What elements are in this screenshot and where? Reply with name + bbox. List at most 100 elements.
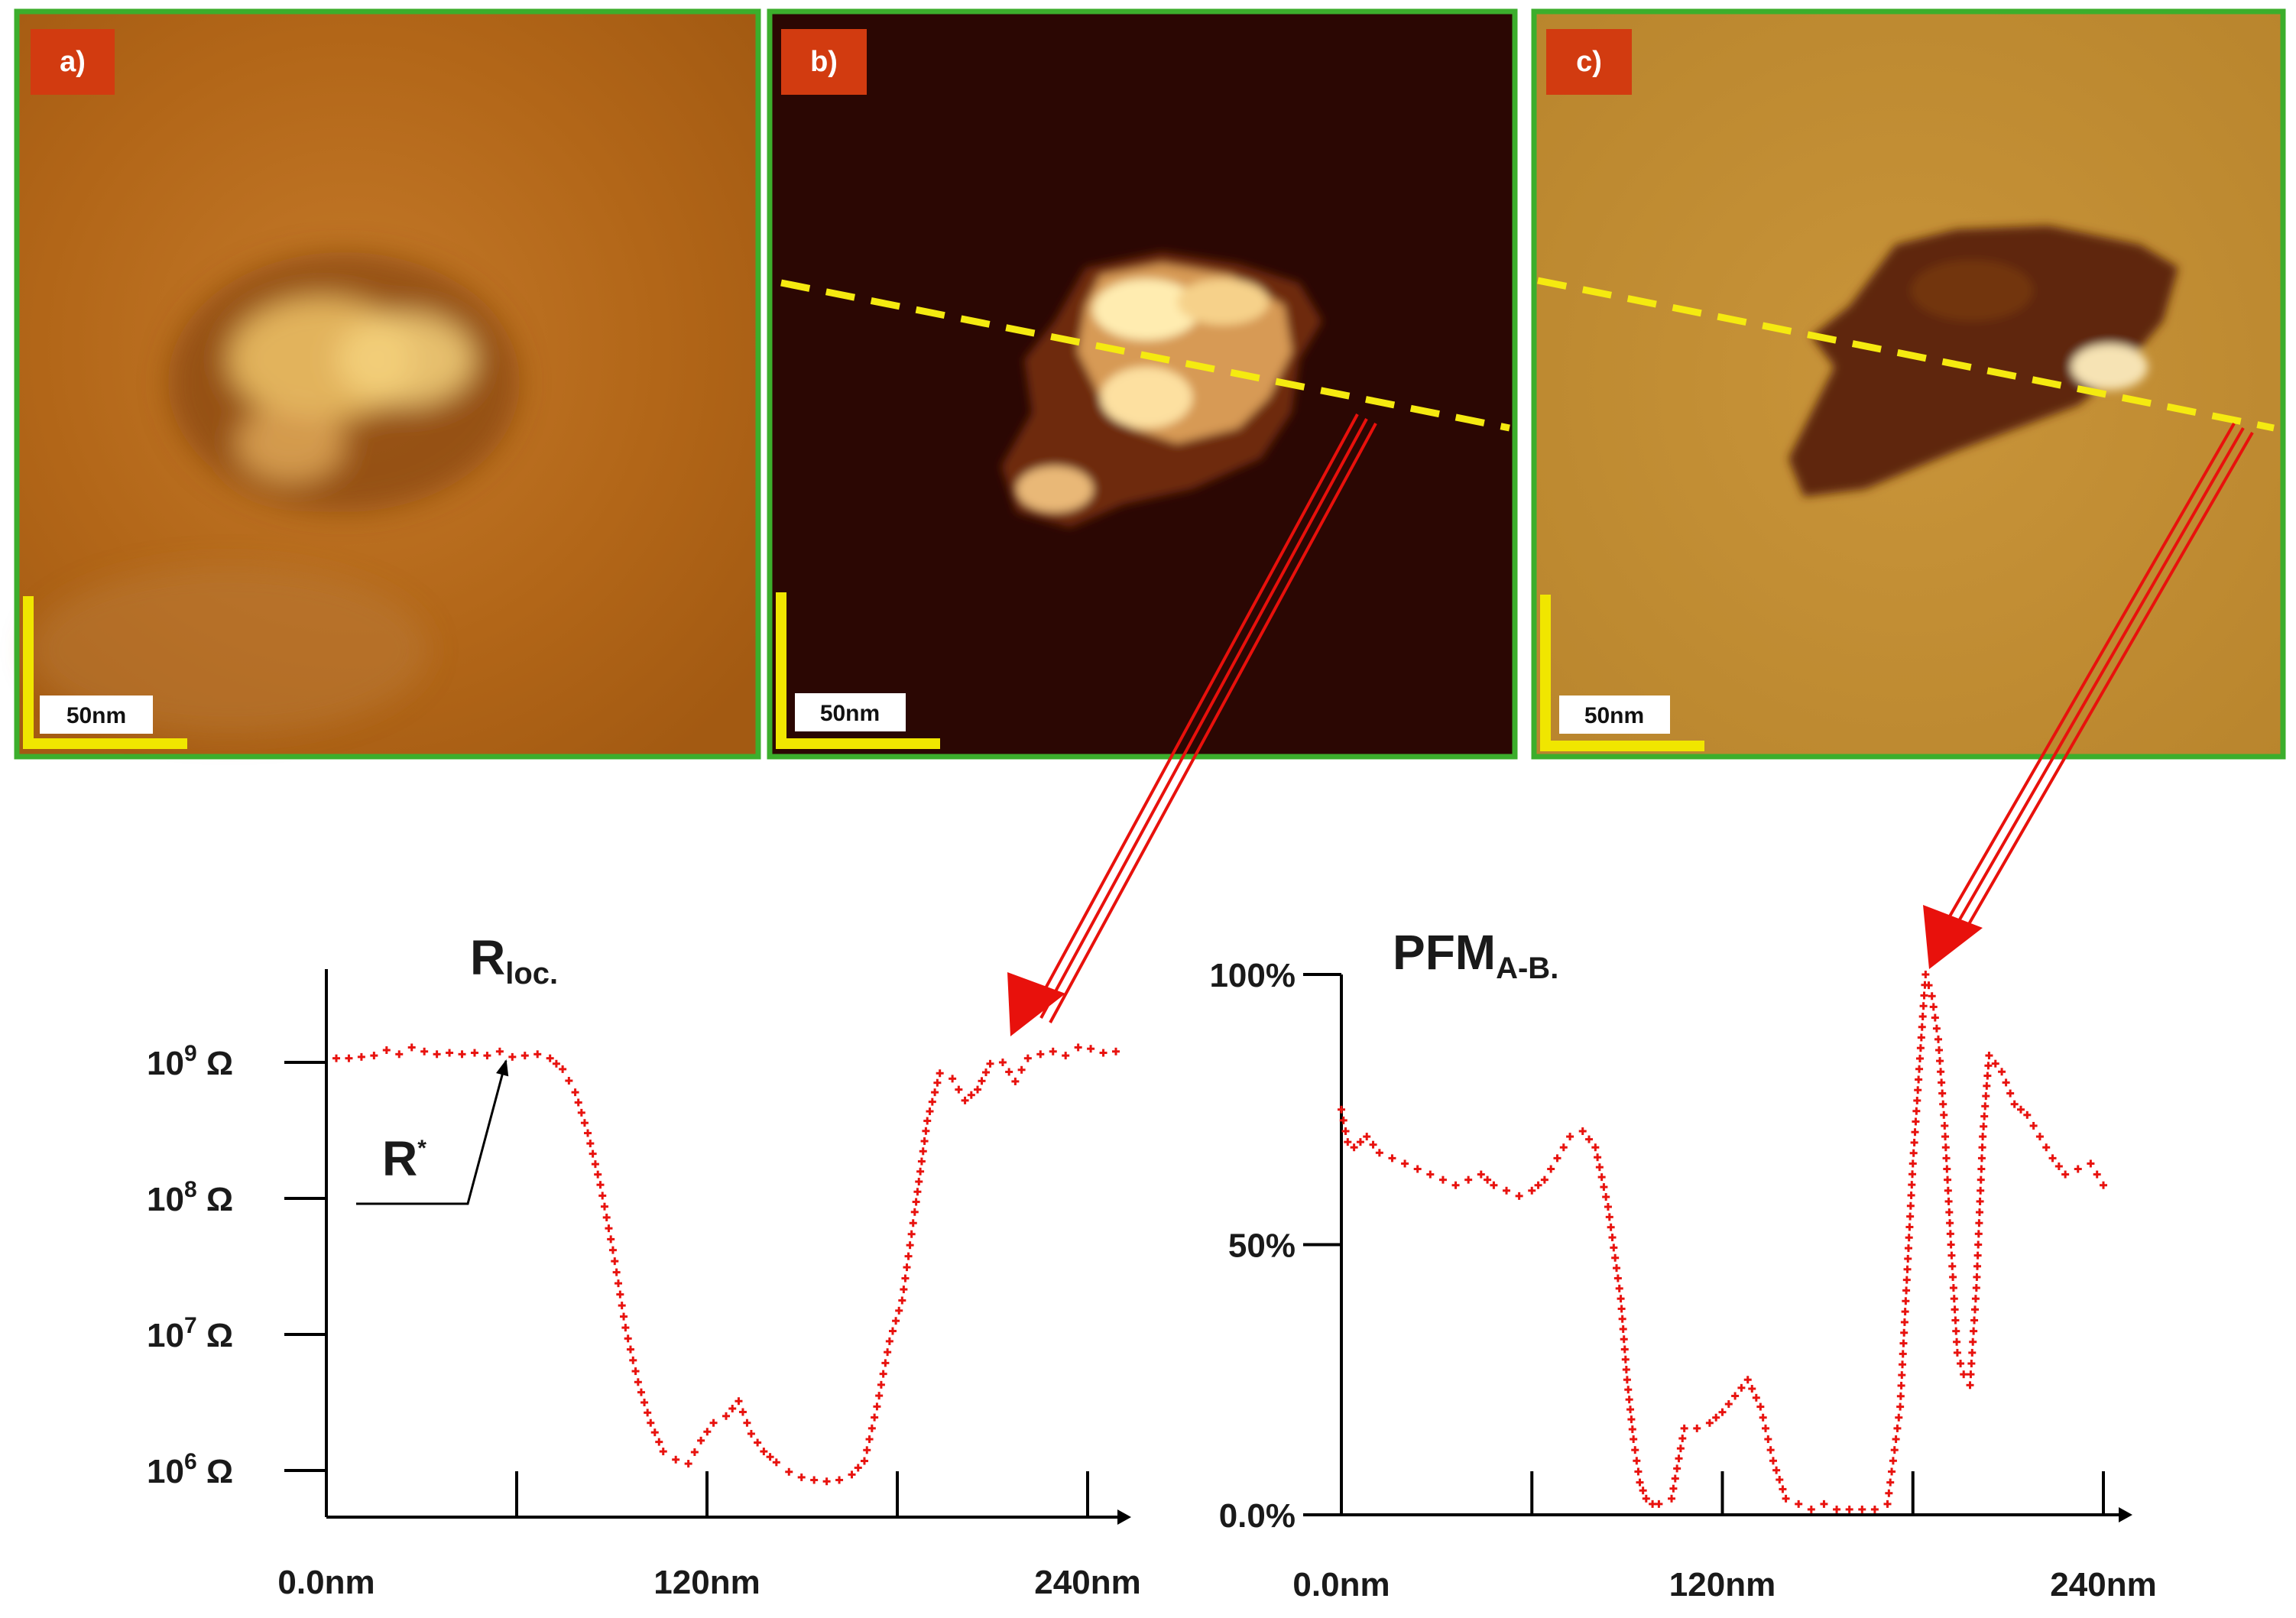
pfm-data-point [1613, 1264, 1621, 1273]
rloc-data-point [949, 1075, 957, 1083]
pfm-data-point [1908, 1181, 1916, 1189]
rloc-data-point [931, 1088, 939, 1097]
pfm-data-point [1628, 1425, 1636, 1434]
arrow-c-to-pfm [1923, 423, 2254, 969]
pfm-data-point [1795, 1500, 1803, 1508]
rloc-data-point [470, 1049, 478, 1057]
pfm-data-point [1932, 1024, 1941, 1033]
pfm-data-point [1772, 1466, 1781, 1474]
rloc-data-point [871, 1413, 879, 1422]
pfm-data-point [1918, 1012, 1927, 1020]
rloc-x-axis-arrow [1117, 1509, 1131, 1525]
panel-a-border [14, 8, 761, 760]
rloc-data-point [879, 1370, 887, 1378]
pfm-data-point [1949, 1273, 1957, 1281]
pfm-data-point [1426, 1170, 1435, 1179]
pfm-data-point [1967, 1360, 1976, 1368]
rloc-data-point [594, 1170, 602, 1179]
rloc-data-point [892, 1317, 900, 1325]
rloc-data-point [875, 1392, 884, 1400]
pfm-data-point [2100, 1181, 2107, 1189]
pfm-data-point [1886, 1478, 1895, 1487]
pfm-data-point [1903, 1265, 1912, 1273]
pfm-data-point [1627, 1415, 1636, 1424]
rloc-data-point [574, 1098, 582, 1107]
rloc-data-point [697, 1436, 705, 1445]
pfm-data-point [1350, 1143, 1358, 1152]
pfm-data-point [1917, 1033, 1925, 1042]
pfm-data-point [1597, 1173, 1606, 1182]
pfm-data-point [1947, 1251, 1956, 1260]
pfm-data-point [1591, 1143, 1600, 1152]
rloc-data-point [913, 1188, 922, 1196]
pfm-data-point [1748, 1385, 1756, 1393]
pfm-data-point [1896, 1402, 1905, 1411]
rloc-data-point [709, 1419, 718, 1427]
pfm-data-point [1534, 1181, 1542, 1189]
rloc-data-point [1049, 1047, 1057, 1055]
rloc-data-point [917, 1157, 926, 1166]
pfm-x-tick-label: 240nm [2050, 1566, 2156, 1603]
pfm-data-point [1363, 1133, 1371, 1141]
rloc-data-point [766, 1453, 774, 1461]
pfm-data-point [1743, 1376, 1752, 1384]
pfm-data-point [1680, 1424, 1688, 1432]
pfm-data-point [1547, 1165, 1555, 1173]
rloc-data-point [986, 1059, 994, 1068]
rloc-data-point [926, 1107, 934, 1116]
pfm-data-point [1998, 1068, 2006, 1076]
rloc-data-point [785, 1467, 793, 1476]
rloc-y-ticks: 106 Ω 107 Ω 108 Ω 109 Ω [147, 1041, 326, 1490]
pfm-data-point [1503, 1186, 1511, 1195]
pfm-data-point [1890, 1446, 1899, 1454]
pfm-data-point [1631, 1446, 1639, 1454]
pfm-data-point [1490, 1181, 1498, 1189]
pfm-data-point [1578, 1127, 1587, 1136]
pfm-data-point [1902, 1286, 1911, 1295]
panel-b-label: b) [810, 46, 838, 78]
rloc-data-point [754, 1438, 762, 1447]
rloc-data-point [936, 1069, 944, 1078]
pfm-data-point [2006, 1089, 2015, 1098]
pfm-data-point [1595, 1163, 1604, 1172]
rloc-data-point [1017, 1065, 1026, 1074]
pfm-data-point [2048, 1154, 2057, 1162]
pfm-data-point [1620, 1335, 1628, 1344]
pfm-data-point [1905, 1223, 1914, 1231]
pfm-data-point [1668, 1494, 1676, 1503]
pfm-data-point [1718, 1408, 1727, 1416]
pfm-data-point [1900, 1318, 1908, 1326]
pfm-x-tick-label: 120nm [1669, 1566, 1776, 1603]
panel-a-label-box [31, 29, 115, 95]
pfm-data-point [1764, 1435, 1772, 1444]
rloc-data-point [602, 1213, 611, 1221]
pfm-data-point [1559, 1143, 1568, 1152]
pfm-data-point [1916, 1044, 1925, 1052]
pfm-data-point [1920, 991, 1928, 1000]
pfm-data-point [1888, 1467, 1896, 1476]
pfm-data-point [1845, 1505, 1853, 1513]
rloc-data-point [382, 1046, 391, 1054]
pfm-data-point [1566, 1133, 1574, 1141]
r-star-arrow [356, 1059, 509, 1205]
pfm-data-point [2002, 1078, 2010, 1087]
rloc-data-point [1005, 1068, 1013, 1076]
pfm-data-point [2010, 1100, 2019, 1108]
pfm-data-point [1899, 1339, 1908, 1347]
rloc-data-point [672, 1455, 680, 1464]
pfm-x-tick-label: 0.0nm [1292, 1566, 1390, 1603]
pfm-data-point [1756, 1402, 1765, 1411]
pfm-data-point [1602, 1193, 1610, 1201]
pfm-data-point [1973, 1262, 1982, 1270]
rloc-data-point [982, 1068, 990, 1077]
rloc-chart-title: Rloc. [470, 930, 558, 991]
pfm-data-point [1613, 1274, 1622, 1282]
rloc-data-point [684, 1460, 692, 1468]
rloc-data-point [722, 1412, 730, 1420]
pfm-data-point [1600, 1183, 1608, 1192]
pfm-data-point [1984, 1062, 1993, 1070]
pfm-data-point [1938, 1089, 1947, 1098]
pfm-data-point [1906, 1212, 1915, 1221]
pfm-data-point [1338, 1105, 1345, 1114]
pfm-data-point [1900, 1328, 1908, 1337]
